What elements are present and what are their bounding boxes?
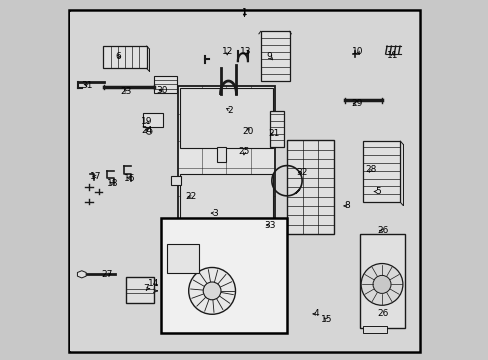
Bar [103, 46, 146, 68]
Text: 22: 22 [185, 192, 197, 201]
Circle shape [146, 129, 152, 134]
Text: 15: 15 [320, 315, 332, 324]
Text: 31: 31 [81, 81, 93, 90]
Polygon shape [77, 271, 86, 278]
Text: 24: 24 [141, 126, 152, 135]
Text: 5: 5 [374, 187, 380, 196]
Text: 17: 17 [90, 172, 102, 181]
Text: 21: 21 [268, 129, 279, 138]
Circle shape [188, 267, 235, 314]
Bar [286, 140, 333, 234]
Bar [260, 31, 289, 81]
Text: 9: 9 [266, 52, 272, 61]
Bar [179, 174, 273, 221]
Bar [254, 221, 275, 231]
Text: 18: 18 [106, 179, 118, 188]
Text: 12: 12 [221, 46, 232, 55]
Circle shape [203, 282, 221, 300]
Text: 19: 19 [141, 117, 152, 126]
Text: 14: 14 [148, 279, 159, 288]
Bar [216, 147, 225, 162]
Text: 1: 1 [241, 9, 247, 18]
Bar [359, 234, 404, 328]
Text: 25: 25 [238, 148, 250, 156]
Bar [363, 326, 386, 333]
Bar [161, 218, 286, 333]
Text: 23: 23 [121, 87, 132, 96]
Text: 20: 20 [242, 127, 253, 136]
Circle shape [372, 275, 390, 293]
Text: 3: 3 [212, 209, 218, 217]
Bar [167, 244, 199, 273]
Bar [362, 141, 400, 202]
Text: 2: 2 [227, 106, 232, 115]
Text: 30: 30 [156, 86, 168, 95]
Text: 28: 28 [365, 165, 376, 174]
Text: 27: 27 [101, 270, 112, 279]
Text: 26: 26 [376, 309, 387, 318]
Bar [171, 176, 181, 185]
Bar [179, 88, 273, 148]
Text: 11: 11 [386, 51, 398, 60]
Text: 29: 29 [350, 99, 362, 108]
Text: 7: 7 [143, 284, 149, 293]
Bar [153, 76, 177, 93]
Text: 4: 4 [313, 309, 319, 318]
Text: 26: 26 [376, 226, 387, 235]
Text: 8: 8 [344, 202, 349, 210]
Text: 13: 13 [240, 46, 251, 55]
Bar [269, 111, 284, 147]
Text: 33: 33 [264, 220, 276, 230]
Text: 6: 6 [115, 52, 121, 61]
Text: 32: 32 [296, 168, 307, 177]
Bar [126, 277, 154, 303]
Circle shape [361, 264, 402, 305]
Text: 16: 16 [124, 174, 136, 183]
Bar [142, 113, 163, 127]
Text: 10: 10 [351, 46, 363, 55]
Bar [178, 86, 275, 223]
